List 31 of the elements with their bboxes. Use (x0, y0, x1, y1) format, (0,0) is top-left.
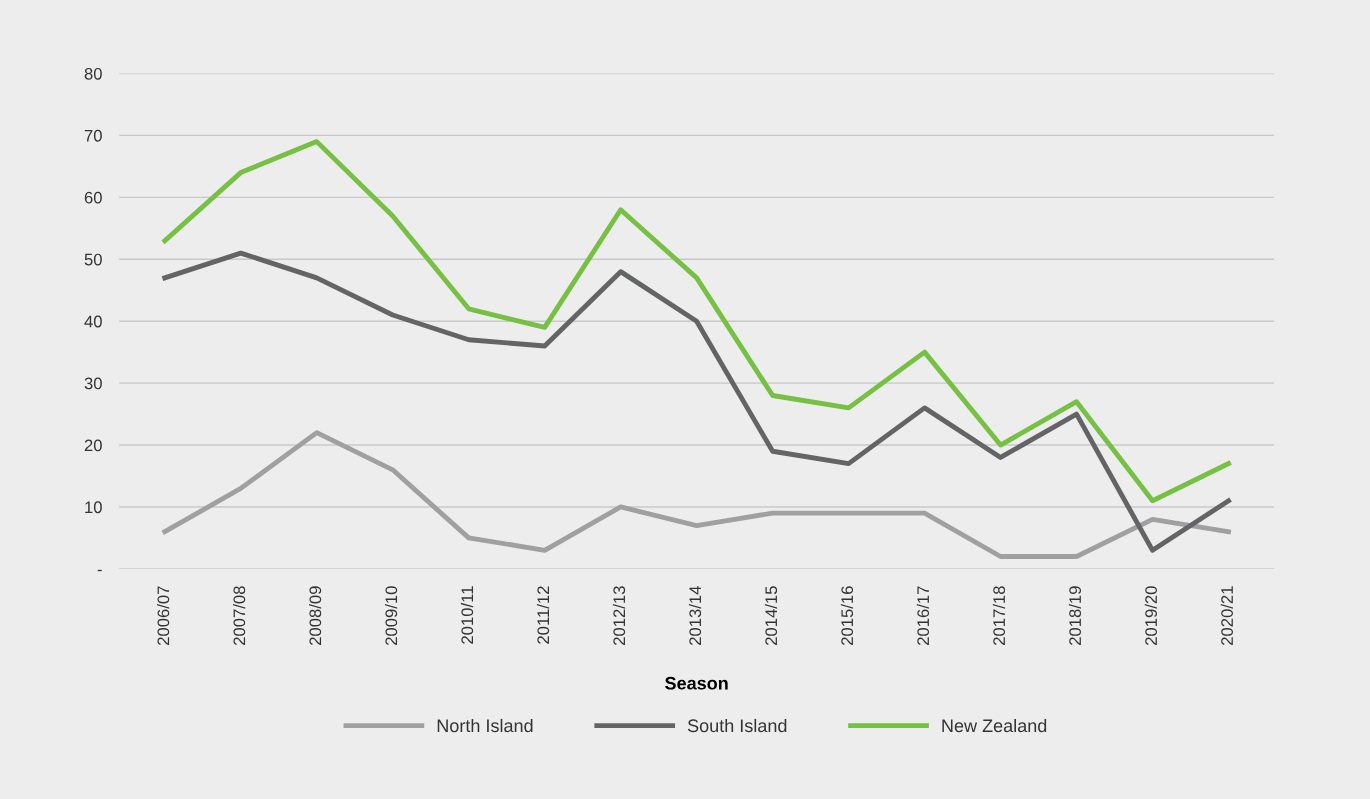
x-tick-label: 2014/15 (764, 586, 778, 645)
y-tick-label: 30 (84, 377, 102, 390)
x-tick-label: 2009/10 (384, 586, 398, 645)
x-axis-title: Season (665, 676, 728, 690)
x-tick-label: 2019/20 (1144, 586, 1157, 645)
x-tick-label: 2006/07 (157, 586, 170, 645)
x-tick-label: 2013/14 (688, 586, 702, 645)
x-tick-label: 2020/21 (1220, 586, 1233, 645)
legend-label: South Island (687, 718, 787, 733)
y-tick-label: 10 (85, 501, 102, 514)
y-tick-label: 70 (84, 129, 102, 142)
x-tick-label: 2015/16 (840, 586, 854, 645)
legend-label: New Zealand (942, 718, 1047, 733)
line-series (162, 139, 1231, 504)
x-tick-label: 2011/12 (536, 586, 550, 644)
x-tick-label: 2007/08 (232, 586, 246, 645)
x-tick-label: 2018/19 (1068, 586, 1082, 645)
y-tick-label: 20 (84, 439, 102, 452)
y-tick-label: 50 (84, 253, 102, 266)
x-tick-label: 2016/17 (916, 586, 930, 645)
y-tick-label: - (97, 569, 102, 572)
x-tick-label: 2012/13 (612, 586, 626, 645)
legend-label: North Island (437, 718, 533, 733)
y-tick-label: 80 (84, 67, 102, 80)
line-series (162, 430, 1231, 559)
x-tick-label: 2010/11 (460, 586, 474, 644)
y-tick-label: 40 (84, 315, 102, 328)
x-tick-label: 2017/18 (992, 586, 1006, 645)
x-tick-label: 2008/09 (308, 586, 322, 645)
line-series (162, 250, 1231, 553)
y-tick-label: 60 (84, 191, 102, 204)
